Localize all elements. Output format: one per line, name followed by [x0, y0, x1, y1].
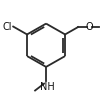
Text: NH: NH: [40, 82, 54, 92]
Text: O: O: [85, 22, 93, 32]
Text: Cl: Cl: [3, 22, 12, 32]
